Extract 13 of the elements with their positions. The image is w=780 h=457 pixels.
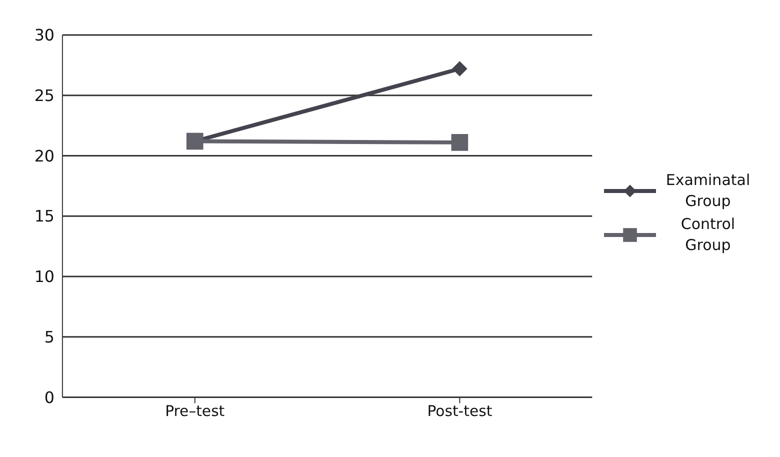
y-tick-label: 0 <box>44 388 55 407</box>
y-tick-label: 20 <box>34 146 55 166</box>
y-tick-label: 10 <box>34 267 55 286</box>
point <box>452 61 468 76</box>
y-tick-label: 15 <box>34 206 55 226</box>
point <box>451 134 468 151</box>
legend-label: Examinatal Group <box>664 170 752 212</box>
y-tick-label: 5 <box>44 328 55 347</box>
y-tick-label: 30 <box>34 26 55 45</box>
x-tick-label: Pre–test <box>165 402 225 420</box>
legend-label: Control Group <box>680 214 736 256</box>
y-tick-label: 25 <box>34 86 55 105</box>
x-tick-label: Post-test <box>427 402 492 420</box>
